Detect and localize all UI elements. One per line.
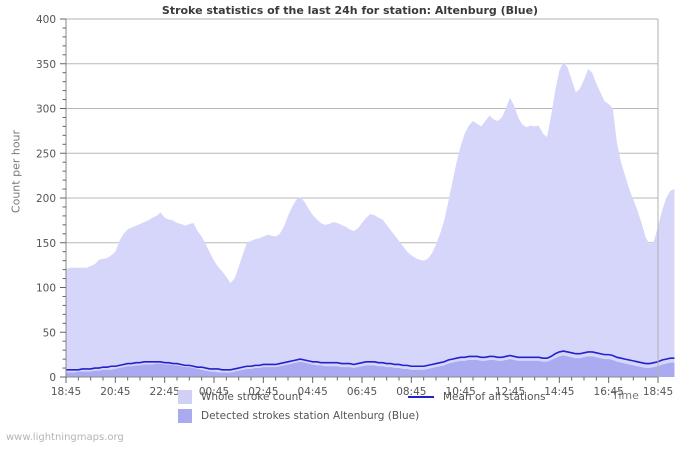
chart-title: Stroke statistics of the last 24h for st… <box>161 4 539 17</box>
legend-label-detected-strokes: Detected strokes station Altenburg (Blue… <box>201 410 420 422</box>
y-tick-label: 50 <box>43 327 56 339</box>
x-tick-label: 08:45 <box>396 386 426 398</box>
y-tick-label: 200 <box>36 193 56 205</box>
x-tick-label: 18:45 <box>51 386 81 398</box>
x-tick-label: 10:45 <box>446 386 476 398</box>
y-tick-label: 250 <box>36 148 56 160</box>
legend-item-detected-strokes: Detected strokes station Altenburg (Blue… <box>178 409 419 423</box>
x-tick-label: 04:45 <box>298 386 328 398</box>
y-tick-label: 150 <box>36 238 56 250</box>
legend-swatch-whole-stroke-count <box>178 390 192 404</box>
legend-label-mean-of-all-stations: Mean of all stations <box>443 391 546 403</box>
x-tick-label: 20:45 <box>100 386 130 398</box>
x-tick-label: 22:45 <box>150 386 180 398</box>
y-tick-label: 350 <box>36 59 56 71</box>
legend-item-mean-of-all-stations: Mean of all stations <box>408 390 546 404</box>
x-tick-label: 02:45 <box>248 386 278 398</box>
x-tick-label: 12:45 <box>495 386 525 398</box>
y-tick-label: 100 <box>36 283 56 295</box>
x-tick-label: 18:45 <box>643 386 673 398</box>
y-tick-label: 0 <box>49 372 56 384</box>
watermark: www.lightningmaps.org <box>6 432 124 443</box>
legend-item-whole-stroke-count: Whole stroke count <box>178 390 302 404</box>
x-tick-label: 16:45 <box>594 386 624 398</box>
x-tick-label: 06:45 <box>347 386 377 398</box>
legend-line-mean-of-all-stations <box>408 396 434 398</box>
x-tick-label: 14:45 <box>544 386 574 398</box>
legend-label-whole-stroke-count: Whole stroke count <box>201 391 303 403</box>
x-axis-label: Time <box>612 389 639 402</box>
series-area-0 <box>66 61 675 378</box>
y-tick-label: 300 <box>36 104 56 116</box>
legend-swatch-detected-strokes <box>178 409 192 423</box>
series-area-1 <box>66 355 675 377</box>
x-tick-label: 00:45 <box>199 386 229 398</box>
series-line-2 <box>66 350 675 371</box>
y-tick-label: 400 <box>36 14 56 26</box>
chart-legend: Whole stroke count Detected strokes stat… <box>0 390 700 430</box>
